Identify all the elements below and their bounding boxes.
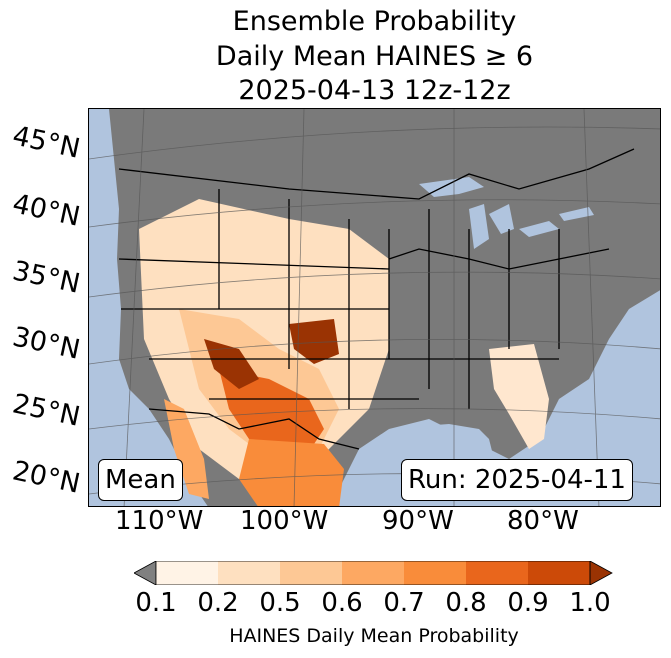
florida <box>489 344 549 449</box>
colorbar-bin-5 <box>404 561 466 585</box>
lat-label-45: 45°N <box>9 120 83 165</box>
colorbar-over-triangle <box>589 561 613 585</box>
colorbar-under-triangle <box>134 561 157 585</box>
great-lakes <box>419 177 594 249</box>
colorbar-tick-2: 0.5 <box>259 588 301 618</box>
lon-label-100: 100°W <box>240 506 329 536</box>
lat-label-40: 40°N <box>9 188 83 233</box>
colorbar-tick-4: 0.7 <box>383 588 425 618</box>
colorbar-label: HAINES Daily Mean Probability <box>229 625 519 647</box>
lat-label-30: 30°N <box>9 321 83 366</box>
lon-label-80: 80°W <box>507 506 579 536</box>
lat-label-20: 20°N <box>9 455 83 500</box>
colorbar <box>134 561 613 585</box>
mean-label-box: Mean <box>98 459 183 501</box>
colorbar-bin-2 <box>218 561 280 585</box>
title-line-1: Ensemble Probability <box>232 6 517 37</box>
colorbar-bin-1 <box>156 561 218 585</box>
colorbar-tick-6: 0.9 <box>507 588 549 618</box>
colorbar-tick-3: 0.6 <box>321 588 363 618</box>
lat-label-35: 35°N <box>9 255 83 300</box>
lon-label-90: 90°W <box>382 506 454 536</box>
graticule <box>89 109 660 506</box>
map-panel <box>88 108 661 507</box>
colorbar-bin-7 <box>528 561 590 585</box>
colorbar-tick-5: 0.8 <box>445 588 487 618</box>
prob-field-mexico <box>239 439 344 506</box>
colorbar-tick-0: 0.1 <box>135 588 177 618</box>
borders <box>118 148 635 450</box>
colorbar-bin-4 <box>342 561 404 585</box>
colorbar-tick-7: 1.0 <box>569 588 611 618</box>
prob-field-max <box>204 319 339 389</box>
colorbar-bin-3 <box>280 561 342 585</box>
lat-label-25: 25°N <box>9 388 83 433</box>
run-label-box: Run: 2025-04-11 <box>401 459 633 501</box>
title-line-2: Daily Mean HAINES ≥ 6 <box>215 41 534 72</box>
colorbar-bin-6 <box>466 561 528 585</box>
colorbar-tick-1: 0.2 <box>197 588 239 618</box>
lon-label-110: 110°W <box>115 506 204 536</box>
map-svg <box>89 109 660 506</box>
prob-field-baja <box>164 399 209 499</box>
title-line-3: 2025-04-13 12z-12z <box>238 75 511 106</box>
colorbar-frame <box>155 561 591 585</box>
